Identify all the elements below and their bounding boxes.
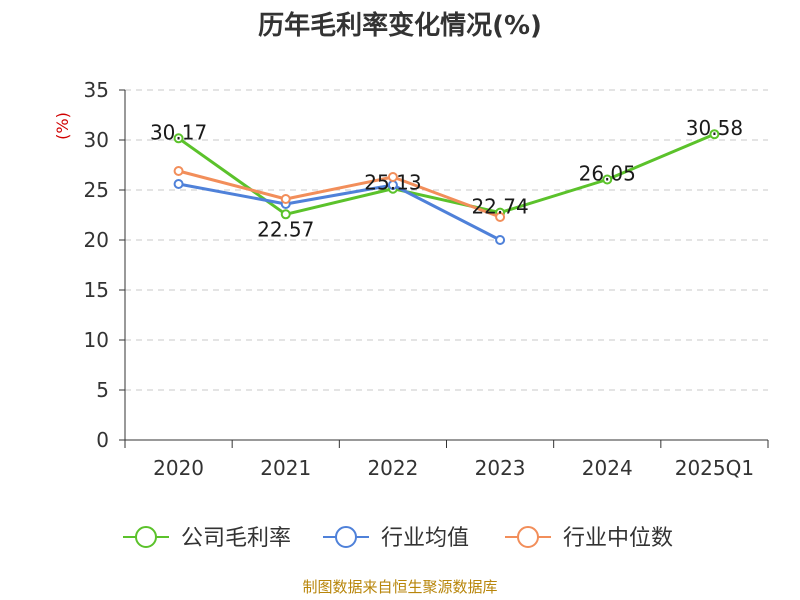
y-tick-label: 35 xyxy=(84,78,109,102)
x-tick-label: 2021 xyxy=(260,456,311,480)
legend-item-0: 公司毛利率 xyxy=(123,526,291,551)
y-tick-label: 15 xyxy=(84,278,109,302)
axes xyxy=(119,89,769,448)
series-group xyxy=(173,129,720,245)
y-tick-label: 10 xyxy=(84,328,109,352)
data-point xyxy=(173,133,184,144)
x-tick-label: 2020 xyxy=(153,456,204,480)
source-note: 制图数据来自恒生聚源数据库 xyxy=(302,578,497,596)
data-label: 22.57 xyxy=(257,217,314,241)
y-tick-label: 30 xyxy=(84,128,109,152)
series-line-2 xyxy=(178,169,501,219)
chart-title: 历年毛利率变化情况(%) xyxy=(258,10,542,41)
data-point xyxy=(602,174,613,185)
x-tick-label: 2023 xyxy=(475,456,526,480)
data-point xyxy=(173,179,184,189)
y-tick-label: 25 xyxy=(84,178,109,202)
data-label: 30.58 xyxy=(686,116,743,140)
y-tick-labels: 0 5 10 15 20 25 30 35 xyxy=(84,78,109,452)
legend-item-2: 行业中位数 xyxy=(505,526,673,551)
legend-marker xyxy=(517,526,539,548)
data-point xyxy=(495,212,506,222)
legend-marker xyxy=(135,526,157,548)
grid-lines xyxy=(125,89,768,391)
data-label: 22.74 xyxy=(471,195,528,219)
series-line-1 xyxy=(178,182,501,242)
legend-label: 行业均值 xyxy=(381,526,469,551)
data-point xyxy=(280,194,291,204)
x-tick-label: 2024 xyxy=(582,456,633,480)
data-point xyxy=(495,235,506,245)
y-tick-label: 0 xyxy=(96,428,109,452)
legend-item-1: 行业均值 xyxy=(323,526,469,551)
data-point xyxy=(173,166,184,176)
y-tick-label: 20 xyxy=(84,228,109,252)
data-label: 25.13 xyxy=(364,171,421,195)
data-point xyxy=(387,172,398,182)
series-2 xyxy=(173,166,506,222)
x-tick-label: 2022 xyxy=(367,456,418,480)
data-point xyxy=(280,209,291,220)
data-labels: 30.17 22.57 25.13 22.74 26.05 30.58 xyxy=(150,116,743,241)
y-axis-label: (%) xyxy=(53,112,72,140)
legend-marker xyxy=(335,526,357,548)
data-label: 26.05 xyxy=(579,162,636,186)
data-point xyxy=(709,129,720,140)
x-tick-labels: 2020 2021 2022 2023 2024 2025Q1 xyxy=(153,456,754,480)
data-label: 30.17 xyxy=(150,120,207,144)
legend: 公司毛利率 行业均值 行业中位数 xyxy=(123,526,673,551)
legend-label: 行业中位数 xyxy=(563,526,673,551)
y-tick-label: 5 xyxy=(96,378,109,402)
x-tick-label: 2025Q1 xyxy=(675,456,754,480)
series-0 xyxy=(173,129,720,220)
legend-label: 公司毛利率 xyxy=(181,526,291,551)
